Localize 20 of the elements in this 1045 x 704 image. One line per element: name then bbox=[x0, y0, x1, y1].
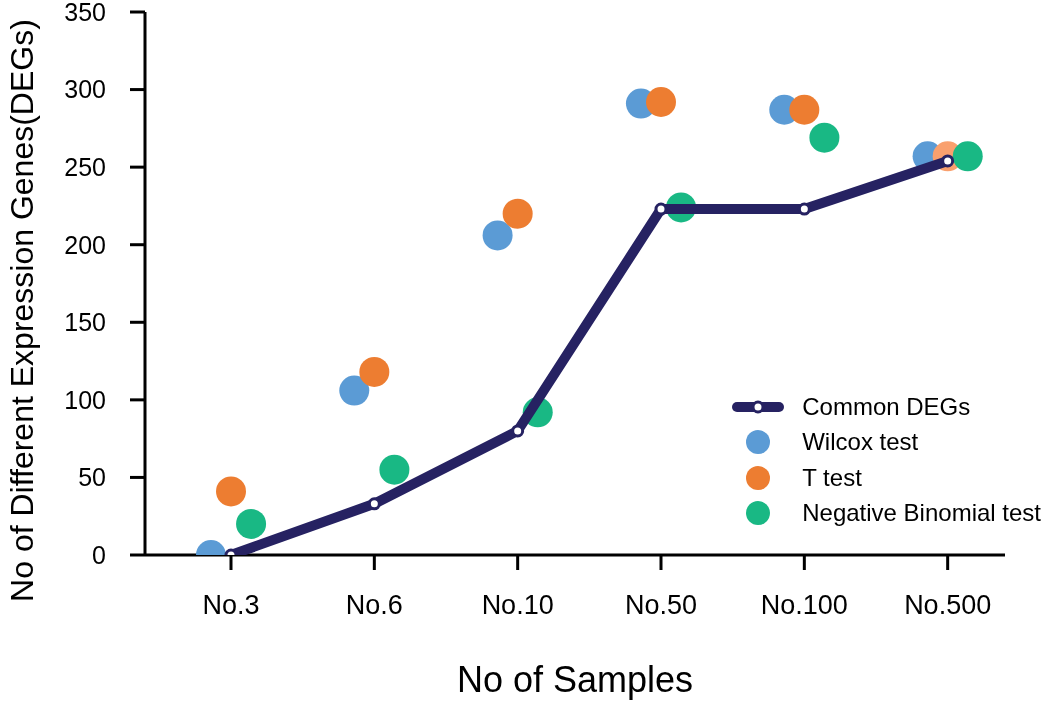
x-axis-title: No of Samples bbox=[456, 659, 694, 700]
y-tick-label: 250 bbox=[64, 153, 106, 182]
legend-label: T test bbox=[802, 463, 862, 492]
x-tick-label: No.3 bbox=[202, 590, 260, 621]
y-tick-label: 150 bbox=[64, 308, 106, 337]
x-tick-label: No.6 bbox=[345, 590, 403, 621]
x-tick-label: No.500 bbox=[904, 590, 992, 621]
x-tick-label: No.100 bbox=[760, 590, 848, 621]
x-tick-label: No.50 bbox=[624, 590, 698, 621]
x-tick-label: No.10 bbox=[481, 590, 554, 621]
y-axis-title: No of Different Expression Genes(DEGs) bbox=[4, 19, 40, 602]
legend-label: Negative Binomial test bbox=[802, 499, 1041, 528]
y-tick-label: 200 bbox=[64, 230, 106, 259]
y-tick-label: 350 bbox=[64, 0, 106, 26]
y-tick-label: 0 bbox=[92, 540, 106, 569]
legend-label: Common DEGs bbox=[802, 392, 971, 421]
y-tick-label: 100 bbox=[64, 385, 106, 414]
y-tick-label: 300 bbox=[64, 75, 106, 104]
legend-label: Wilcox test bbox=[802, 428, 919, 457]
y-tick-label: 50 bbox=[78, 463, 106, 492]
